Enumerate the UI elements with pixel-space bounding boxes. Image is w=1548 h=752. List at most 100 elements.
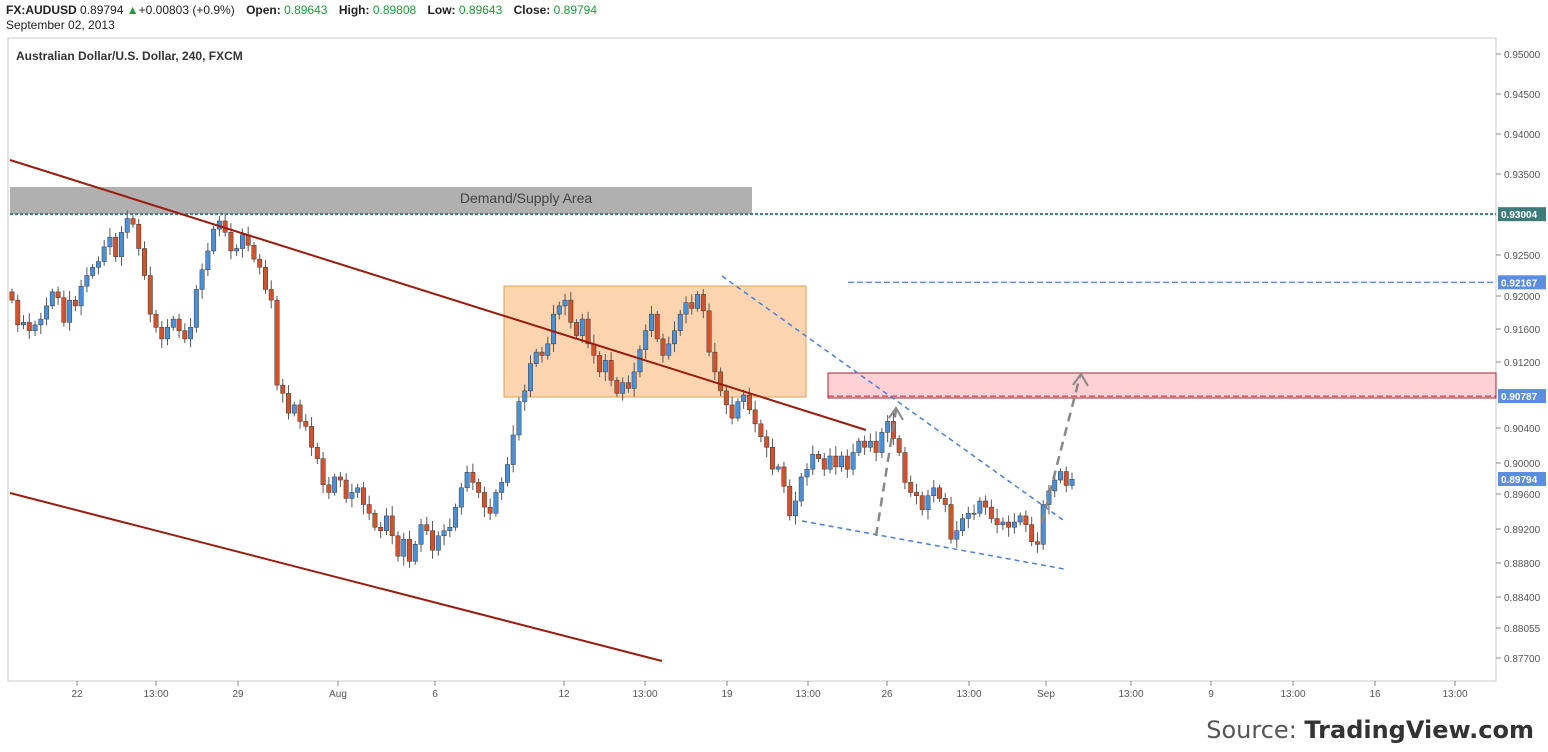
candle-body xyxy=(579,318,585,336)
candle-body xyxy=(130,218,136,225)
candle xyxy=(401,532,407,566)
candle-body xyxy=(78,285,84,307)
candle xyxy=(856,437,862,456)
candle xyxy=(309,417,315,456)
candle xyxy=(176,313,182,338)
x-tick-label: 13:00 xyxy=(956,689,981,700)
candle xyxy=(741,389,747,409)
candle xyxy=(257,253,263,275)
candle xyxy=(683,296,689,324)
descending-trendline xyxy=(9,159,867,431)
candle xyxy=(26,313,32,339)
candle-body xyxy=(360,487,366,505)
high-label: High: xyxy=(338,3,370,17)
wedge-upper-line xyxy=(721,275,1067,523)
change-arrow-icon: ▲ xyxy=(126,3,139,17)
candle-body xyxy=(654,313,660,340)
candle-body xyxy=(424,524,430,531)
candle-body xyxy=(712,351,718,373)
x-tick-label: 13:00 xyxy=(632,689,657,700)
candle-body xyxy=(539,351,545,356)
candle xyxy=(666,336,672,360)
candle xyxy=(579,313,585,343)
candle xyxy=(602,354,608,382)
candle-body xyxy=(585,318,591,345)
candle-body xyxy=(1040,504,1046,545)
candle-body xyxy=(937,487,942,499)
price-tag-label: 0.89794 xyxy=(1501,475,1538,486)
candle-body xyxy=(349,492,355,499)
candle-body xyxy=(182,330,188,340)
y-tick-label: 0.95000 xyxy=(1504,50,1541,61)
candle xyxy=(95,256,101,275)
candle-body xyxy=(142,248,147,276)
candle-body xyxy=(67,299,73,323)
candle xyxy=(908,475,914,497)
candle xyxy=(522,384,528,411)
candle xyxy=(418,519,424,552)
candle-body xyxy=(401,538,407,557)
candle-body xyxy=(303,421,309,427)
candle-body xyxy=(816,454,821,459)
candle xyxy=(15,294,21,333)
candle xyxy=(286,385,291,420)
candle-body xyxy=(239,234,245,249)
candle-body xyxy=(493,492,499,514)
candle xyxy=(735,398,741,422)
channel-bottom-line xyxy=(9,492,663,662)
candle-body xyxy=(1017,515,1023,523)
candle-body xyxy=(9,291,15,301)
x-tick-label: 19 xyxy=(721,689,733,700)
candle-body xyxy=(366,504,372,514)
candle-body xyxy=(960,518,965,531)
candle-body xyxy=(170,318,176,328)
candle-body xyxy=(896,438,902,453)
candle xyxy=(850,443,856,476)
candle xyxy=(533,348,539,367)
candle xyxy=(360,481,366,515)
y-tick-label: 0.92000 xyxy=(1504,292,1541,303)
candle xyxy=(349,483,355,508)
candle xyxy=(597,351,603,378)
candle-body xyxy=(769,447,775,470)
candle xyxy=(885,415,891,443)
bar-date: September 02, 2013 xyxy=(6,18,115,32)
y-tick-label: 0.89600 xyxy=(1504,490,1541,501)
y-tick-label: 0.90400 xyxy=(1504,424,1541,435)
candle xyxy=(1034,532,1040,553)
candle xyxy=(971,504,977,520)
candle xyxy=(677,309,683,336)
candle xyxy=(487,498,493,520)
candle-body xyxy=(90,267,96,276)
candle-body xyxy=(228,232,234,252)
candle-body xyxy=(176,318,182,331)
candle-body xyxy=(608,360,614,381)
candle xyxy=(453,503,459,531)
candle xyxy=(574,319,580,339)
candle-body xyxy=(26,322,32,331)
candle xyxy=(430,520,435,559)
candle-body xyxy=(1046,490,1052,505)
price-tag-bg xyxy=(1498,389,1546,404)
candle-body xyxy=(637,349,643,373)
candle-body xyxy=(44,305,50,320)
candle xyxy=(729,396,735,425)
candle xyxy=(424,516,430,536)
candle xyxy=(844,449,850,478)
candle-body xyxy=(914,492,919,497)
candle xyxy=(902,446,908,490)
candle-body xyxy=(1006,521,1012,528)
candle-body xyxy=(885,421,891,433)
candle-body xyxy=(326,484,332,493)
candle-body xyxy=(908,482,914,493)
candle xyxy=(873,431,879,462)
price-tag-label: 0.93004 xyxy=(1501,210,1538,221)
candle xyxy=(896,435,902,456)
candle xyxy=(867,433,873,452)
candle-body xyxy=(666,343,672,356)
candle xyxy=(931,480,937,503)
x-tick-label: 13:00 xyxy=(1280,689,1305,700)
candle xyxy=(193,285,199,333)
candle-body xyxy=(597,355,603,373)
